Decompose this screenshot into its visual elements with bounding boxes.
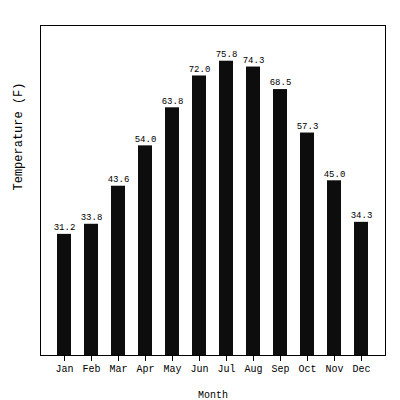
svg-text:57.3: 57.3 <box>297 122 319 132</box>
svg-text:Oct: Oct <box>298 364 316 375</box>
svg-text:74.3: 74.3 <box>243 56 265 66</box>
svg-text:Feb: Feb <box>82 364 100 375</box>
svg-text:54.0: 54.0 <box>135 135 157 145</box>
svg-text:Jul: Jul <box>217 364 235 375</box>
svg-text:Sep: Sep <box>271 364 289 375</box>
svg-text:34.3: 34.3 <box>351 211 373 221</box>
svg-text:43.6: 43.6 <box>108 175 130 185</box>
svg-text:Nov: Nov <box>325 364 343 375</box>
svg-text:33.8: 33.8 <box>81 213 103 223</box>
svg-text:Dec: Dec <box>352 364 370 375</box>
svg-text:Jun: Jun <box>190 364 208 375</box>
svg-text:72.0: 72.0 <box>189 65 211 75</box>
svg-text:Apr: Apr <box>136 364 154 375</box>
svg-text:Aug: Aug <box>244 364 262 375</box>
svg-text:Mar: Mar <box>109 364 127 375</box>
svg-text:45.0: 45.0 <box>324 170 346 180</box>
svg-text:Temperature (F): Temperature (F) <box>12 82 26 190</box>
svg-text:75.8: 75.8 <box>216 50 238 60</box>
svg-text:Month: Month <box>198 390 228 400</box>
svg-text:May: May <box>163 364 181 375</box>
svg-text:Jan: Jan <box>55 364 73 375</box>
svg-text:63.8: 63.8 <box>162 97 184 107</box>
svg-text:31.2: 31.2 <box>54 223 76 233</box>
svg-text:68.5: 68.5 <box>270 78 292 88</box>
